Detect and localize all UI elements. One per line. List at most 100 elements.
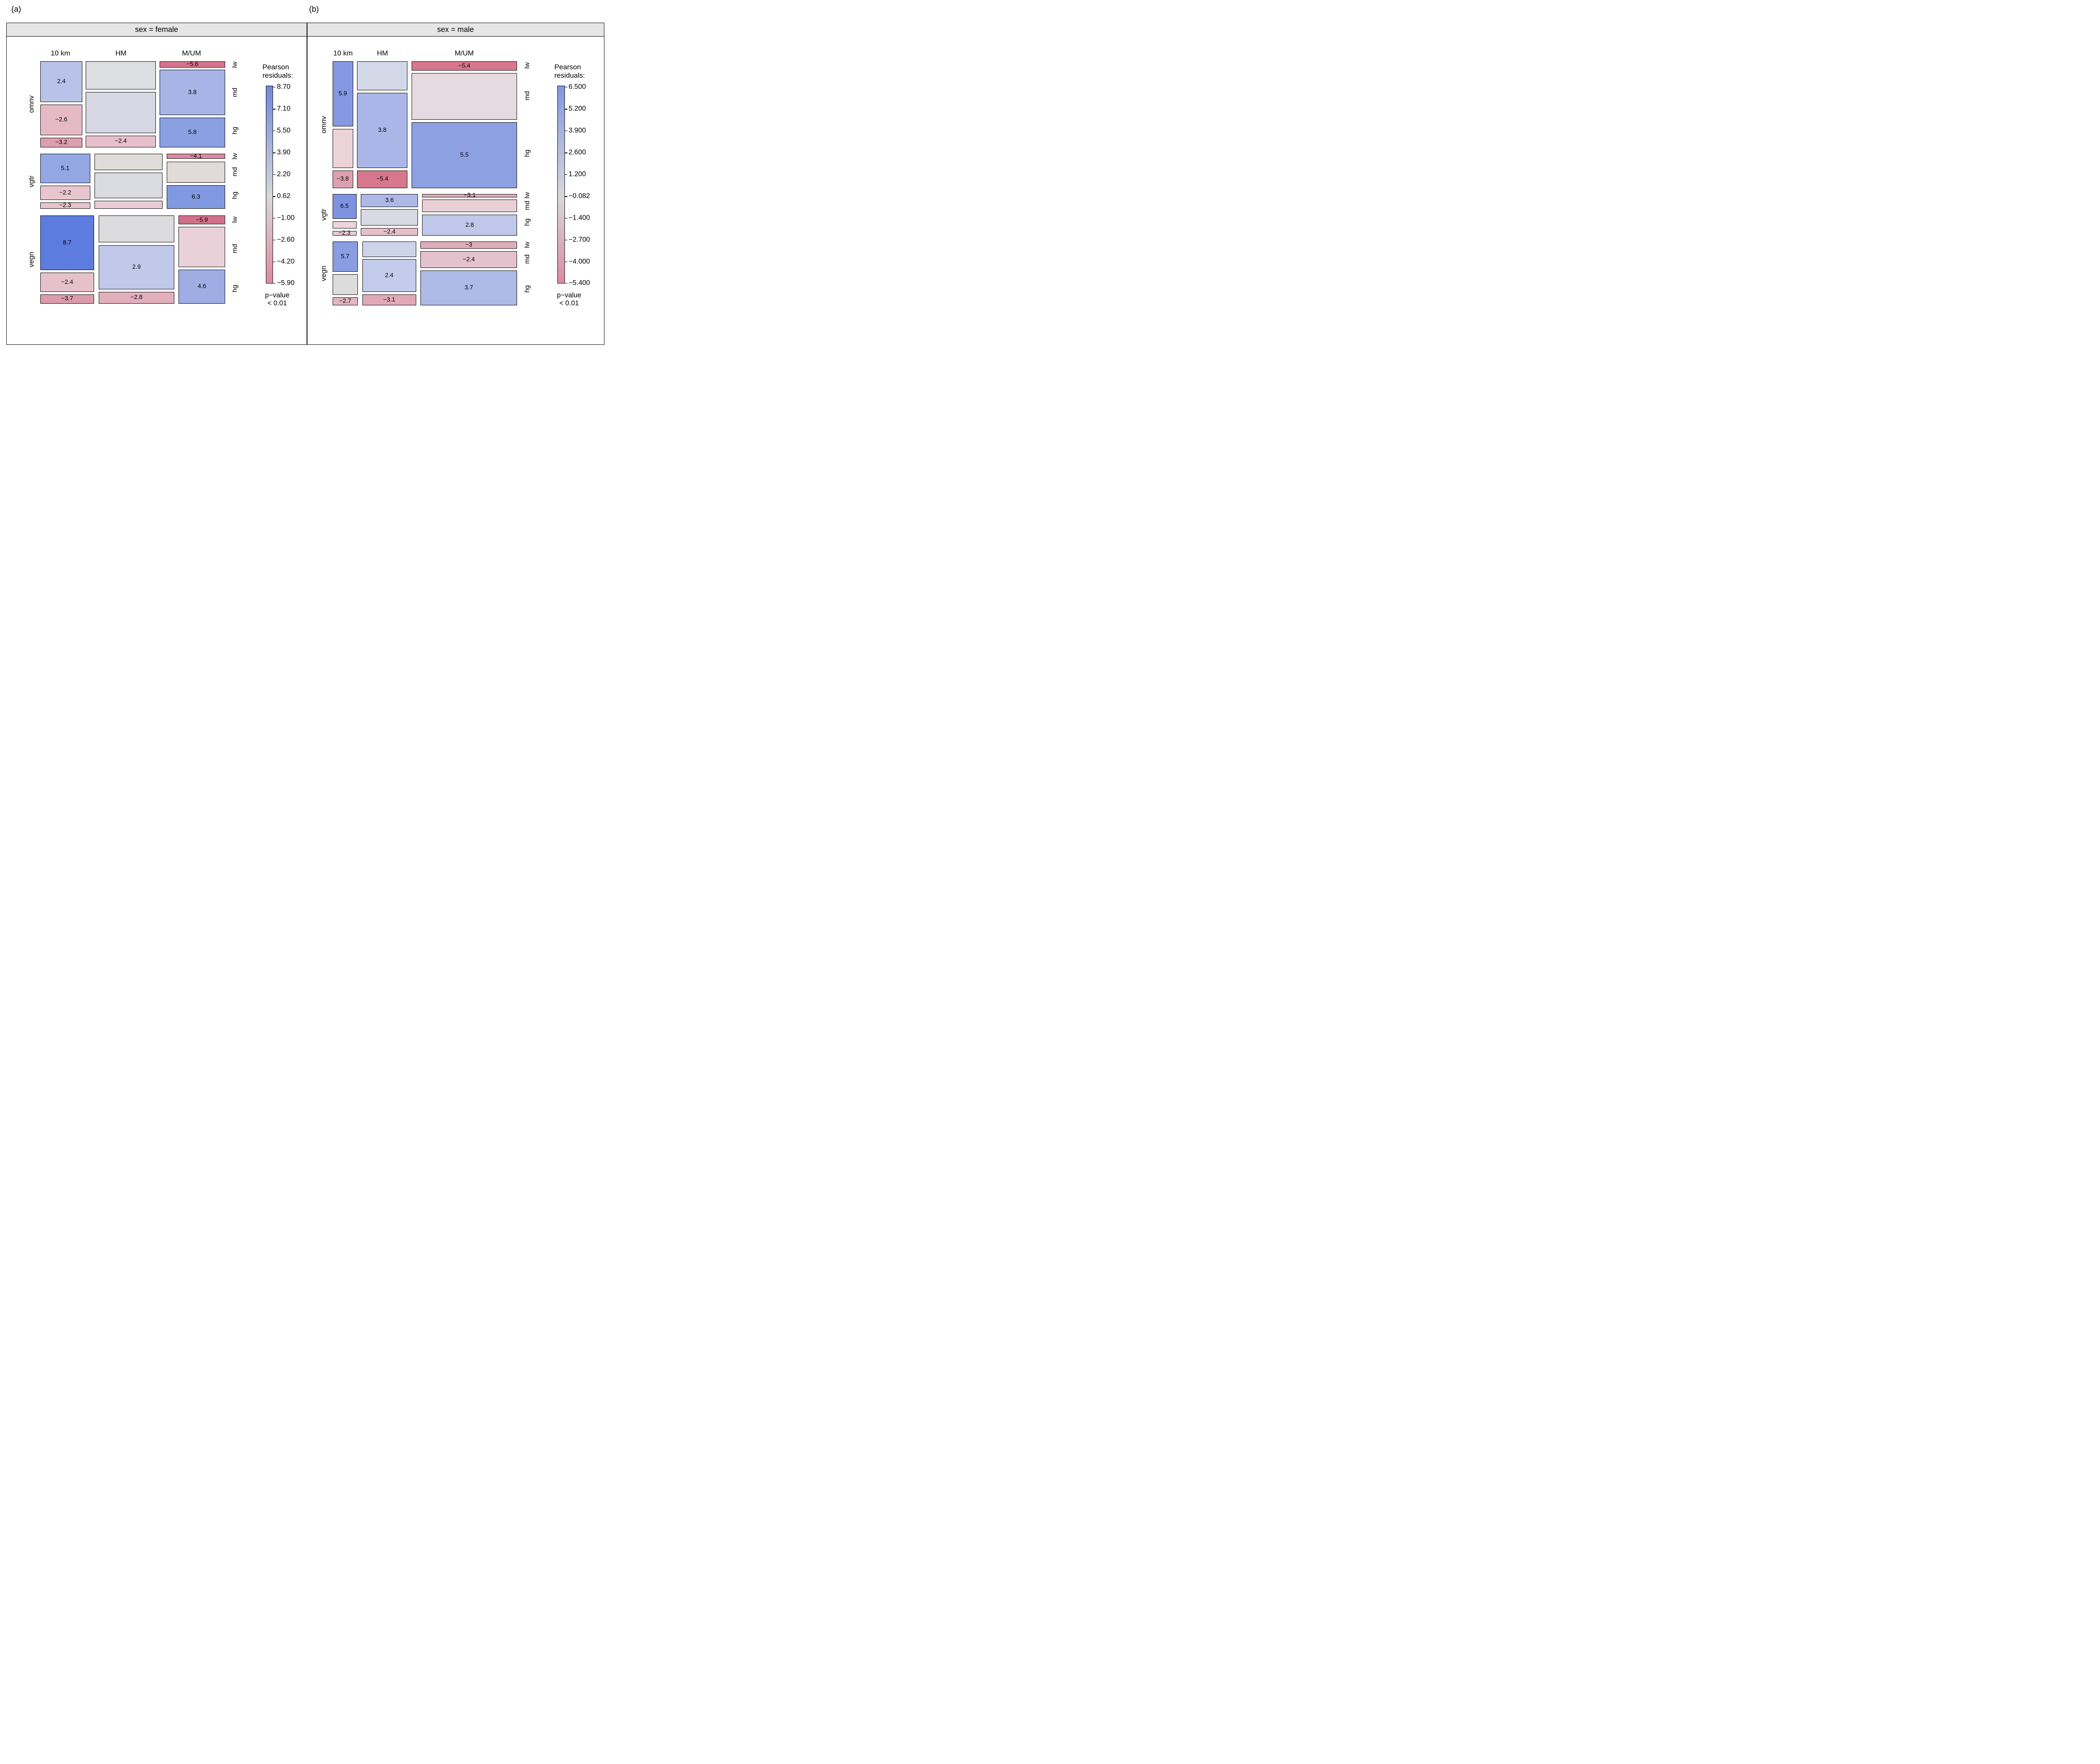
edu-label: hg: [231, 127, 239, 134]
mosaic-cell: −2.4: [40, 272, 94, 292]
column-header: HM: [115, 49, 127, 57]
mosaic-cell: −3.1: [422, 192, 517, 198]
legend-tick-label: 2.600: [568, 148, 586, 156]
row-label: vgtr: [27, 175, 35, 187]
legend-gradient-bar: [557, 86, 565, 284]
mosaic-cell: 8.7: [40, 215, 94, 270]
row-label: omnv: [27, 95, 35, 113]
legend-tick-label: 1.200: [568, 170, 586, 178]
legend-tick: [564, 152, 567, 153]
column-header: M/UM: [454, 49, 474, 57]
legend-tick: [273, 283, 276, 284]
legend-tick-label: 3.900: [568, 126, 586, 134]
edu-label: hg: [524, 285, 531, 293]
cell-label: −5.9: [196, 216, 208, 223]
strip-label: sex = male: [437, 25, 474, 34]
column-header: M/UM: [182, 49, 201, 57]
cell-label: −2.4: [383, 228, 396, 235]
cell-label: −2.4: [462, 256, 475, 263]
mosaic-cell: [361, 209, 418, 226]
mosaic-cell: [94, 154, 163, 170]
panel-strip: sex = female: [6, 23, 307, 37]
mosaic-cell: −2.4: [420, 251, 517, 268]
row-label: vgtr: [320, 209, 328, 221]
legend-tick-label: −2.60: [277, 236, 295, 244]
cell-label: −5.4: [376, 176, 388, 183]
mosaic-cell: −2.6: [40, 104, 83, 136]
cell-label: 5.9: [338, 90, 347, 97]
edu-label: lw: [524, 192, 531, 199]
cell-label: −3.7: [61, 295, 74, 302]
mosaic-cell: [86, 92, 156, 133]
cell-label: 3.7: [465, 284, 473, 291]
edu-label: md: [231, 167, 239, 177]
cell-label: 3.8: [378, 127, 387, 134]
edu-label: hg: [231, 284, 239, 292]
legend-tick-label: 3.90: [277, 148, 291, 156]
legend-tick-label: 8.70: [277, 83, 291, 91]
mosaic-cell: 2.4: [40, 61, 83, 102]
row-label: vegn: [320, 265, 328, 281]
mosaic-cell: 3.6: [361, 194, 418, 207]
mosaic-cell: −2.3: [40, 202, 90, 209]
cell-label: −3.8: [336, 176, 349, 183]
mosaic-cell: −5.6: [160, 61, 226, 68]
legend-title: Pearson residuals:: [554, 63, 585, 79]
edu-label: lw: [524, 62, 531, 69]
cell-label: 4.6: [197, 283, 206, 290]
cell-label: −2.3: [59, 202, 71, 209]
mosaic-cell: [332, 274, 358, 295]
mosaic-figure: sex = female (a) 10 km HM M/UM omnv vgtr vegn lw…: [0, 0, 605, 353]
mosaic-cell: [357, 61, 408, 91]
mosaic-cell: [362, 242, 416, 257]
legend-tick: [273, 152, 276, 153]
cell-label: −5.6: [186, 61, 199, 68]
legend-tick-label: 0.62: [277, 192, 291, 200]
cell-label: −2.2: [59, 189, 71, 196]
edu-label: md: [524, 255, 531, 264]
cell-label: −3.1: [383, 296, 395, 303]
legend-footer: p−value < 0.01: [556, 291, 582, 307]
cell-label: −2.4: [61, 278, 74, 286]
cell-label: −2.3: [338, 230, 351, 236]
edu-label: lw: [231, 153, 239, 160]
mosaic-cell: −3: [420, 242, 517, 249]
legend-tick-label: 6.500: [568, 83, 586, 91]
mosaic-cell: 3.7: [420, 270, 517, 306]
mosaic-cell: 5.5: [412, 122, 517, 188]
mosaic-cell: 2.9: [99, 245, 174, 289]
mosaic-cell: −2.4: [86, 135, 156, 147]
mosaic-cell: 5.8: [160, 118, 226, 147]
mosaic-cell: [422, 200, 517, 213]
cell-label: −2.4: [115, 138, 127, 145]
legend-tick-label: −4.000: [568, 257, 590, 265]
mosaic-cell: −5.4: [357, 170, 408, 188]
edu-label: md: [524, 200, 531, 210]
mosaic-cell: 5.7: [332, 242, 358, 272]
mosaic-cell: −5.4: [412, 61, 517, 71]
mosaic-cell: −3.8: [332, 170, 353, 188]
mosaic-cell: 3.8: [357, 93, 408, 168]
panel-tag: (a): [11, 5, 21, 14]
column-header: HM: [377, 49, 388, 57]
cell-label: 5.8: [188, 129, 197, 136]
mosaic-cell: [332, 221, 357, 228]
edu-label: lw: [524, 242, 531, 248]
cell-label: −3.2: [55, 139, 68, 146]
cell-label: −2.8: [130, 294, 143, 301]
cell-label: 2.4: [57, 78, 66, 85]
cell-label: −3: [465, 242, 472, 249]
edu-label: lw: [231, 61, 239, 68]
edu-label: lw: [231, 216, 239, 223]
mosaic-cell: 2.8: [422, 215, 517, 236]
legend-tick-label: 7.10: [277, 105, 291, 113]
cell-label: 6.3: [192, 193, 200, 200]
legend-title: Pearson residuals:: [262, 63, 293, 79]
strip-label: sex = female: [135, 25, 178, 34]
legend-tick-label: −1.00: [277, 214, 295, 222]
cell-label: 5.5: [460, 152, 469, 159]
legend-tick-label: 2.20: [277, 170, 291, 178]
mosaic-cell: −2.2: [40, 185, 90, 200]
cell-label: −2.7: [339, 298, 352, 305]
legend-tick-label: −2.700: [568, 236, 590, 244]
